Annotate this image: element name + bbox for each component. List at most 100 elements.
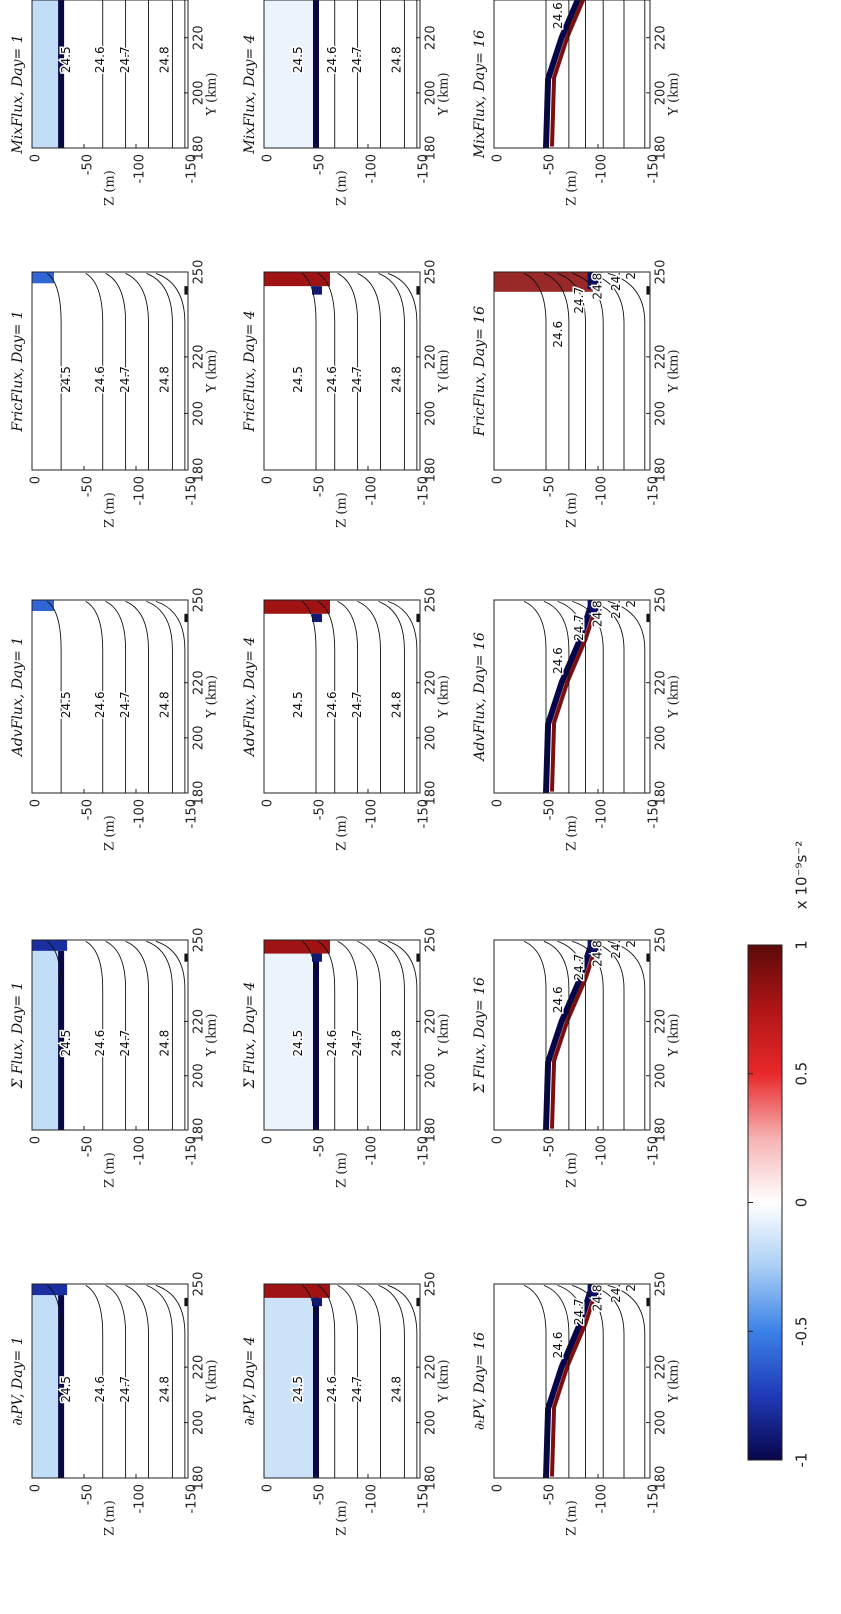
contour-label: 24.6 bbox=[93, 691, 107, 718]
z-tick-label: -100 bbox=[365, 154, 380, 184]
density-contour bbox=[357, 273, 381, 470]
density-contour bbox=[46, 273, 62, 470]
z-tick-label: -50 bbox=[81, 1484, 96, 1505]
y-tick-label: 220 bbox=[192, 1355, 207, 1380]
y-tick-label: 200 bbox=[654, 401, 669, 426]
density-contour bbox=[557, 940, 586, 1130]
contour-label: 24.7 bbox=[350, 46, 364, 73]
panel-field: 24.5 24.6 24.7 24.8 bbox=[264, 600, 420, 793]
y-tick-label: 250 bbox=[192, 928, 207, 953]
contour-label: 24.7 bbox=[572, 614, 586, 641]
y-tick-label: 220 bbox=[192, 1009, 207, 1034]
y-tick-label: 180 bbox=[654, 1466, 669, 1491]
y-tick-label: 180 bbox=[654, 458, 669, 483]
z-tick-label: -50 bbox=[81, 1136, 96, 1157]
density-contour bbox=[337, 600, 359, 793]
y-tick-label: 220 bbox=[424, 25, 439, 50]
contour-label: 24.7 bbox=[118, 46, 132, 73]
panel-frame bbox=[263, 271, 421, 471]
heatmap-front-pos bbox=[550, 940, 601, 1129]
density-contour bbox=[315, 0, 317, 148]
contour-label: 24.5 bbox=[291, 1030, 305, 1057]
density-contour bbox=[543, 940, 570, 1130]
panel-title: Σ Flux, Day= 16 bbox=[472, 977, 488, 1094]
z-tick-label: -150 bbox=[185, 1136, 200, 1166]
panel-title: ∂ₜPV, Day= 4 bbox=[242, 1336, 258, 1425]
density-contour bbox=[317, 1284, 336, 1478]
y-tick-label: 250 bbox=[654, 1272, 669, 1297]
density-contour bbox=[356, 0, 359, 148]
contour-label: 24.8 bbox=[591, 940, 605, 967]
density-contour bbox=[545, 0, 547, 148]
z-tick-label: -100 bbox=[365, 1136, 380, 1166]
density-contour bbox=[557, 1284, 586, 1478]
panel-title: AdvFlux, Day= 16 bbox=[472, 632, 488, 763]
z-tick-label: -100 bbox=[595, 1136, 610, 1166]
z-tick-label: -100 bbox=[365, 1484, 380, 1514]
z-axis-label: Z (m) bbox=[103, 815, 118, 851]
panel-field: 24.5 24.6 24.7 24.8 bbox=[264, 1284, 420, 1478]
y-tick-label: 180 bbox=[192, 1118, 207, 1143]
z-tick-label: -50 bbox=[81, 799, 96, 820]
y-axis-label: Y (km) bbox=[205, 1359, 220, 1403]
heatmap-front bbox=[32, 1284, 68, 1296]
colorbar-tick-label: -1 bbox=[793, 1453, 811, 1468]
z-axis-label: Z (m) bbox=[565, 815, 580, 851]
panel-field: 24.5 24.6 24.7 24.8 bbox=[32, 940, 188, 1130]
contour-label: 24.7 bbox=[350, 1030, 364, 1057]
z-tick-label: 0 bbox=[491, 1136, 506, 1144]
density-contour bbox=[317, 273, 336, 470]
z-tick-label: -50 bbox=[543, 476, 558, 497]
density-contour bbox=[387, 1284, 418, 1478]
y-tick-label: 220 bbox=[654, 1009, 669, 1034]
panel-r3-c4: 24.624.724.8 24.9 250 -50 -100 -1501802002202… bbox=[472, 260, 682, 528]
density-contour bbox=[378, 272, 405, 470]
z-tick-label: -150 bbox=[417, 1136, 432, 1166]
panel-title: ∂ₜPV, Day= 16 bbox=[472, 1332, 488, 1430]
density-contour bbox=[589, 600, 625, 793]
z-tick-label: -50 bbox=[313, 1136, 328, 1157]
z-axis-label: Z (m) bbox=[335, 170, 350, 206]
colorbar-tick-label: 1 bbox=[793, 940, 811, 950]
contour-label: 24.5 bbox=[291, 691, 305, 718]
density-contour bbox=[146, 940, 173, 1130]
panel-title: MixFlux, Day= 1 bbox=[10, 34, 26, 154]
contour-label: 24.5 bbox=[59, 691, 73, 718]
density-contour bbox=[337, 273, 359, 470]
panel-field: 24.5 24.6 24.7 24.8 bbox=[264, 272, 420, 470]
density-contour bbox=[125, 1284, 149, 1478]
density-contour bbox=[317, 600, 336, 793]
y-tick-label: 220 bbox=[654, 25, 669, 50]
y-tick-label: 200 bbox=[192, 725, 207, 750]
contour-label: 24.6 bbox=[325, 366, 339, 393]
contour-label: 24.8 bbox=[390, 46, 404, 73]
density-contour bbox=[387, 272, 418, 470]
y-tick-label: 200 bbox=[192, 1063, 207, 1088]
y-tick-label: 220 bbox=[654, 344, 669, 369]
density-contour bbox=[607, 600, 646, 793]
contour-label: 24.6 bbox=[551, 1332, 565, 1359]
panel-title: MixFlux, Day= 16 bbox=[472, 30, 488, 159]
y-axis-label: Y (km) bbox=[437, 349, 452, 393]
y-tick-label: 220 bbox=[424, 344, 439, 369]
z-tick-label: -50 bbox=[81, 154, 96, 175]
density-contour bbox=[125, 273, 149, 470]
z-tick-label: -50 bbox=[81, 476, 96, 497]
density-contour bbox=[105, 940, 127, 1130]
contour-label: 24.6 bbox=[551, 986, 565, 1013]
contour-label: 24.6 bbox=[325, 46, 339, 73]
density-contour bbox=[378, 1284, 405, 1478]
panel-frame bbox=[31, 939, 189, 1131]
density-contour bbox=[146, 600, 173, 793]
density-contour bbox=[146, 1284, 173, 1478]
z-tick-label: 0 bbox=[261, 799, 276, 807]
panel-field: 24.6 24.7 24.8 24.9 25 bbox=[494, 940, 650, 1130]
panel-background bbox=[264, 600, 420, 793]
heatmap-mixed-layer bbox=[264, 950, 316, 1130]
contour-label: 25 bbox=[624, 1276, 638, 1291]
heatmap-front-pos bbox=[550, 0, 586, 147]
panel-title: FricFlux, Day= 1 bbox=[10, 310, 26, 432]
contour-label: 24.5 bbox=[59, 1376, 73, 1403]
panel-field: 24.6 bbox=[494, 0, 650, 148]
density-contour bbox=[572, 1284, 604, 1478]
